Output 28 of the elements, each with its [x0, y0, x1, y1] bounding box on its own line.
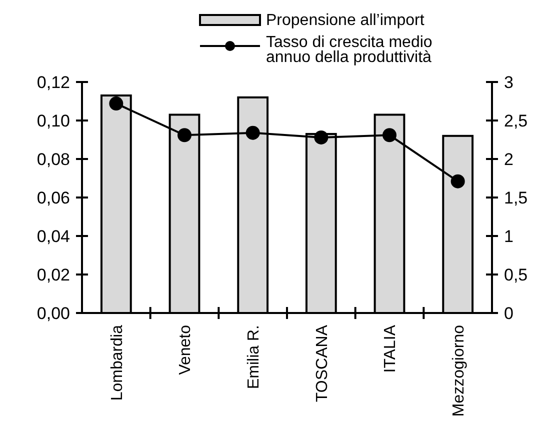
y-tick-label: 0,10 [36, 111, 70, 130]
x-tick-label: Emilia R. [245, 325, 262, 390]
point [450, 174, 465, 188]
y-tick-label: 0,00 [36, 304, 70, 323]
y2-tick-label: 1 [504, 226, 514, 246]
x-tick-label: Lombardia [108, 324, 126, 401]
x-tick-label: Mezzogiorno [450, 324, 468, 417]
y-tick-label: 0,08 [36, 150, 70, 169]
y-tick-label: 0,02 [36, 265, 70, 284]
point [109, 96, 124, 111]
point [382, 128, 396, 142]
y2-tick-label: 2 [504, 150, 514, 169]
legend-label: Tasso di crescita medio annuo della produttività [266, 34, 432, 66]
y-tick-label: 0,04 [36, 226, 70, 246]
y2-tick-label: 0 [504, 304, 514, 323]
y-tick-label: 0,06 [36, 188, 70, 208]
x-tick-label: ITALIA [382, 324, 400, 373]
y2-tick-label: 1,5 [504, 188, 528, 208]
x-tick-label: TOSCANA [314, 324, 331, 402]
point [246, 126, 260, 140]
x-tick-label: Veneto [177, 324, 194, 375]
legend-label: Propensione all’import [266, 12, 425, 29]
y2-tick-label: 3 [504, 72, 514, 92]
y-tick-label: 0,12 [36, 72, 70, 92]
y2-tick-label: 0,5 [504, 265, 528, 284]
point [314, 130, 328, 144]
y2-tick-label: 2,5 [504, 111, 528, 130]
point [178, 128, 192, 142]
